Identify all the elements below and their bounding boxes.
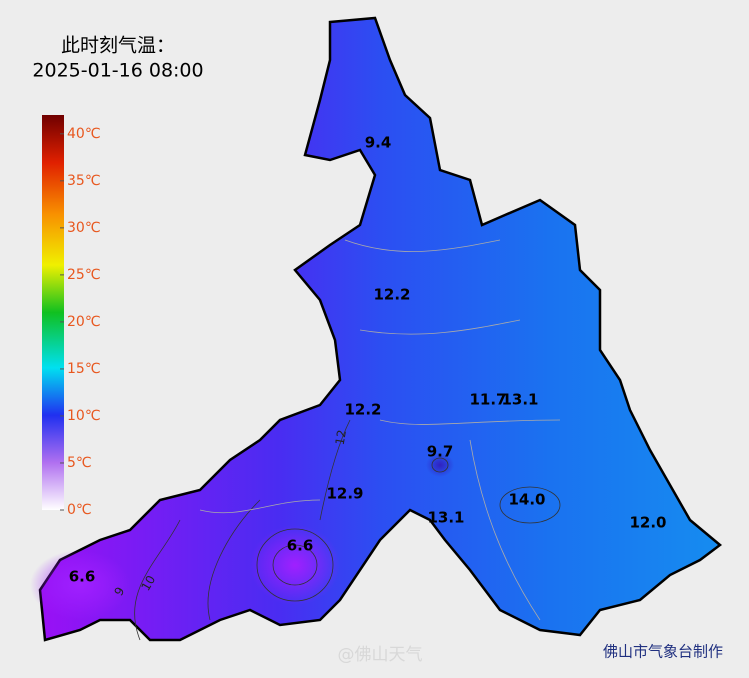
- map: [30, 16, 723, 642]
- station-temp: 6.6: [287, 537, 314, 555]
- credit: 佛山市气象台制作: [603, 643, 723, 661]
- station-temp: 13.1: [427, 509, 464, 527]
- cold-area: [250, 525, 340, 605]
- cold-area: [30, 550, 130, 620]
- colorbar-label: 40℃: [67, 126, 101, 142]
- station-temp: 12.9: [326, 485, 363, 503]
- contours: [134, 419, 561, 641]
- colorbar-label: 15℃: [67, 361, 101, 377]
- region-outline: [38, 16, 723, 642]
- colorbar-label: 0℃: [67, 502, 92, 518]
- station-temp: 14.0: [508, 491, 545, 509]
- contour-label: 12: [333, 429, 349, 446]
- colorbar-label: 10℃: [67, 408, 101, 424]
- station-temp: 9.4: [365, 134, 392, 152]
- station-temp: 13.1: [501, 391, 538, 409]
- station-temp: 6.6: [69, 568, 96, 586]
- contour-label: 10: [139, 573, 159, 593]
- cold-area: [426, 453, 454, 477]
- colorbar-label: 25℃: [67, 267, 101, 283]
- colorbar: [42, 115, 64, 510]
- station-temp: 9.7: [427, 443, 454, 461]
- colorbar-label: 5℃: [67, 455, 92, 471]
- time: 2025-01-16 08:00: [32, 60, 203, 82]
- colorbar-label: 35℃: [67, 173, 101, 189]
- station-temp: 11.7: [469, 391, 506, 409]
- colorbar-label: 20℃: [67, 314, 101, 330]
- watermark: @佛山天气: [338, 645, 423, 665]
- station-temp: 12.2: [373, 286, 410, 304]
- colorbar-label: 30℃: [67, 220, 101, 236]
- station-temp: 12.0: [629, 514, 666, 532]
- district-borders: [199, 239, 561, 621]
- title: 此时刻气温：: [61, 35, 175, 57]
- station-temp: 12.2: [344, 401, 381, 419]
